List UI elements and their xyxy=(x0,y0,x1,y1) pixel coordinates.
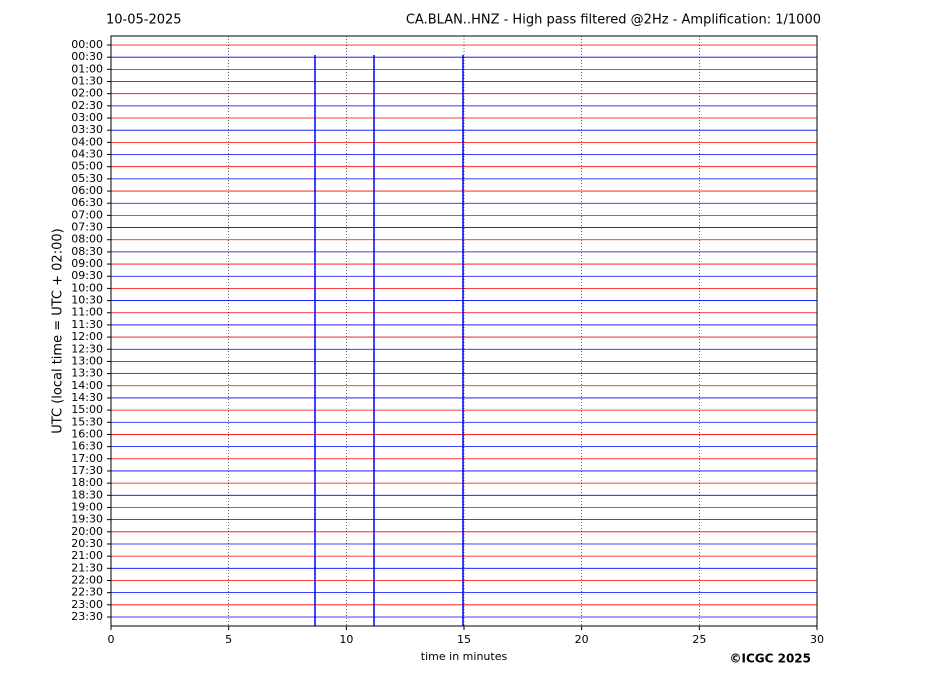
y-tick-label: 03:00 xyxy=(71,111,103,124)
y-axis-label: UTC (local time = UTC + 02:00) xyxy=(51,228,66,433)
y-tick-label: 19:30 xyxy=(71,513,103,526)
y-tick-label: 07:00 xyxy=(71,208,103,221)
y-tick-label: 15:30 xyxy=(71,415,103,428)
y-tick-label: 23:30 xyxy=(71,610,103,623)
chart-title: CA.BLAN..HNZ - High pass filtered @2Hz -… xyxy=(406,13,821,28)
y-tick-label: 20:30 xyxy=(71,537,103,550)
y-tick-label: 10:00 xyxy=(71,281,103,294)
y-tick-label: 08:30 xyxy=(71,245,103,258)
y-tick-label: 00:00 xyxy=(71,38,103,51)
date: 10-05-2025 xyxy=(106,13,182,28)
y-tick-label: 13:00 xyxy=(71,354,103,367)
y-tick-label: 17:30 xyxy=(71,464,103,477)
y-tick-label: 09:00 xyxy=(71,257,103,270)
y-tick-label: 07:30 xyxy=(71,221,103,234)
y-tick-label: 04:00 xyxy=(71,135,103,148)
y-tick-label: 02:30 xyxy=(71,99,103,112)
y-tick-label: 10:30 xyxy=(71,294,103,307)
y-tick-label: 12:30 xyxy=(71,342,103,355)
y-tick-label: 06:00 xyxy=(71,184,103,197)
x-tick-label: 15 xyxy=(457,633,471,646)
y-tick-label: 22:30 xyxy=(71,586,103,599)
y-tick-label: 11:30 xyxy=(71,318,103,331)
y-tick-label: 12:00 xyxy=(71,330,103,343)
x-tick-label: 20 xyxy=(575,633,589,646)
x-tick-label: 5 xyxy=(225,633,232,646)
y-tick-label: 05:30 xyxy=(71,172,103,185)
x-tick-label: 30 xyxy=(810,633,824,646)
y-tick-label: 02:00 xyxy=(71,87,103,100)
y-tick-label: 22:00 xyxy=(71,573,103,586)
y-tick-label: 19:00 xyxy=(71,500,103,513)
x-tick-label: 25 xyxy=(692,633,706,646)
y-tick-label: 03:30 xyxy=(71,123,103,136)
y-tick-label: 20:00 xyxy=(71,525,103,538)
event-spikes xyxy=(314,55,464,626)
y-tick-label: 04:30 xyxy=(71,148,103,161)
y-tick-label: 01:00 xyxy=(71,62,103,75)
y-tick-label: 13:30 xyxy=(71,367,103,380)
y-tick-label: 21:30 xyxy=(71,561,103,574)
y-tick-label: 21:00 xyxy=(71,549,103,562)
y-tick-label: 15:00 xyxy=(71,403,103,416)
y-tick-label: 18:00 xyxy=(71,476,103,489)
y-tick-label: 16:00 xyxy=(71,427,103,440)
y-tick-label: 14:00 xyxy=(71,379,103,392)
y-tick-label: 09:30 xyxy=(71,269,103,282)
x-tick-label: 0 xyxy=(108,633,115,646)
y-tick-label: 23:00 xyxy=(71,598,103,611)
x-axis-label: time in minutes xyxy=(421,650,508,663)
y-tick-label: 05:00 xyxy=(71,160,103,173)
y-tick-label: 06:30 xyxy=(71,196,103,209)
y-tick-label: 08:00 xyxy=(71,233,103,246)
credit: ©ICGC 2025 xyxy=(729,652,811,666)
x-tick-label: 10 xyxy=(339,633,353,646)
y-tick-label: 16:30 xyxy=(71,440,103,453)
y-tick-label: 17:00 xyxy=(71,452,103,465)
y-tick-label: 11:00 xyxy=(71,306,103,319)
y-tick-label: 00:30 xyxy=(71,50,103,63)
y-tick-label: 18:30 xyxy=(71,488,103,501)
y-tick-label: 14:30 xyxy=(71,391,103,404)
y-tick-label: 01:30 xyxy=(71,75,103,88)
